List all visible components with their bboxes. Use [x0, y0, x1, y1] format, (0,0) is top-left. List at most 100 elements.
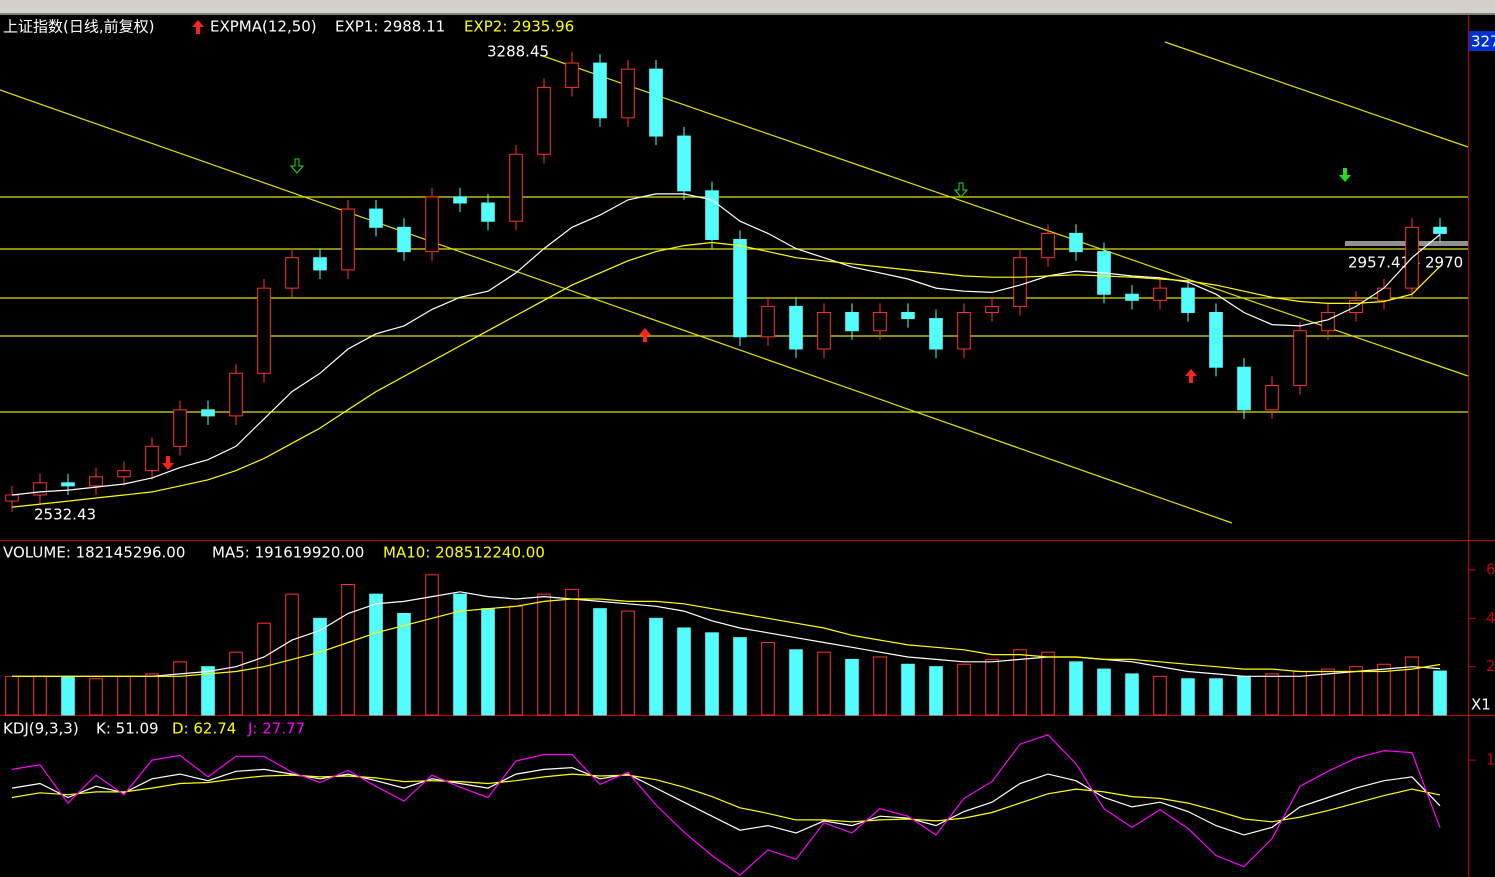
volume-bar [845, 658, 859, 716]
volume-bar [397, 613, 411, 716]
price-tag: 327 [1471, 33, 1495, 51]
legend-entry: MA5: 191619920.00 [212, 544, 364, 562]
sell-arrow [1339, 168, 1351, 182]
volume-bar [817, 651, 831, 716]
volume-bar [1265, 673, 1279, 716]
indicator-line [12, 598, 1441, 677]
volume-bar [313, 617, 327, 716]
candle-body [481, 202, 495, 222]
candle-body [117, 470, 131, 478]
candle-body [1265, 384, 1279, 411]
candle-body [1377, 287, 1391, 301]
candle-body [89, 476, 103, 487]
volume-bar [33, 675, 47, 716]
volume-bar [1237, 675, 1251, 716]
legend-entry: MA10: 208512240.00 [383, 544, 545, 562]
legend-entry: EXP2: 2935.96 [464, 18, 574, 36]
candle-body [201, 409, 215, 417]
y-tick-label: 6 [1486, 561, 1495, 579]
volume-bar [453, 593, 467, 716]
candle-body [5, 494, 19, 502]
indicator-name: EXPMA(12,50) [210, 18, 317, 36]
candle-body [1237, 366, 1251, 411]
volume-bar [369, 593, 383, 716]
buy-arrow [639, 328, 651, 342]
volume-bar [1321, 668, 1335, 716]
indicator-line [11, 734, 1441, 876]
candle-body [873, 311, 887, 332]
volume-bar [1349, 666, 1363, 716]
candle-body [285, 257, 299, 289]
menu-border [0, 13, 1495, 15]
panel-frames [0, 15, 1495, 877]
volume-bar [425, 574, 439, 716]
volume-bar [789, 649, 803, 716]
candle-body [1153, 287, 1167, 301]
volume-bar [201, 666, 215, 716]
candle-body [229, 372, 243, 417]
candle-body [1181, 287, 1195, 313]
candle-body [1209, 311, 1223, 368]
volume-bar [649, 617, 663, 716]
sell-arrow [953, 182, 969, 198]
scale-tag: X1 [1471, 696, 1491, 714]
candle-body [537, 86, 551, 155]
menu-bar[interactable] [0, 0, 1495, 13]
high-label: 3288.45 [487, 43, 549, 61]
low-label: 2532.43 [34, 506, 96, 524]
candle-body [1013, 257, 1027, 307]
y-tick-label: 2 [1486, 657, 1495, 675]
candle-body [61, 482, 75, 487]
candle-body [1433, 226, 1447, 234]
legend-entry: VOLUME: 182145296.00 [3, 544, 185, 562]
volume-bar [593, 608, 607, 716]
candle-body [761, 305, 775, 338]
buy-arrow [1185, 369, 1197, 383]
volume-bar [537, 593, 551, 716]
candle-body [1069, 232, 1083, 253]
candle-body [593, 62, 607, 119]
volume-bar [117, 675, 131, 716]
candle-body [789, 305, 803, 350]
candle-body [369, 208, 383, 228]
indicator-arrow [192, 20, 204, 34]
volume-bar [873, 656, 887, 716]
candle-body [313, 257, 327, 271]
volume-bar [341, 584, 355, 716]
volume-bar [509, 605, 523, 716]
candle-body [817, 311, 831, 350]
volume-bar [285, 593, 299, 716]
indicator-line [11, 773, 1441, 823]
volume-bar [1041, 651, 1055, 716]
candle-body [145, 445, 159, 472]
candle-body [901, 311, 915, 320]
y-tick-label: 4 [1486, 609, 1495, 627]
volume-bar [1293, 671, 1307, 716]
signal-arrows [162, 158, 1351, 470]
volume-bar [481, 608, 495, 716]
candle-body [957, 311, 971, 350]
buy-arrow [162, 456, 174, 470]
candle-body [257, 287, 271, 374]
volume-bar [1433, 670, 1447, 716]
candle-body [565, 62, 579, 88]
volume-bar [985, 658, 999, 716]
volume-bar [1069, 661, 1083, 716]
indicator-line [11, 193, 1441, 496]
candle-body [621, 68, 635, 119]
candle-body [929, 318, 943, 350]
volume-bar [1153, 675, 1167, 716]
candle-body [845, 311, 859, 332]
candle-body [733, 238, 747, 338]
chart-title: 上证指数(日线,前复权) [3, 18, 154, 36]
volume-bar [173, 661, 187, 716]
volume-bar [1125, 673, 1139, 716]
volume-bar [1377, 663, 1391, 716]
candle-body [341, 208, 355, 271]
volume-bar [1013, 649, 1027, 716]
legend-entry: K: 51.09 [96, 720, 159, 738]
volume-bar [1097, 668, 1111, 716]
candle-body [1293, 330, 1307, 386]
candle-body [985, 305, 999, 313]
